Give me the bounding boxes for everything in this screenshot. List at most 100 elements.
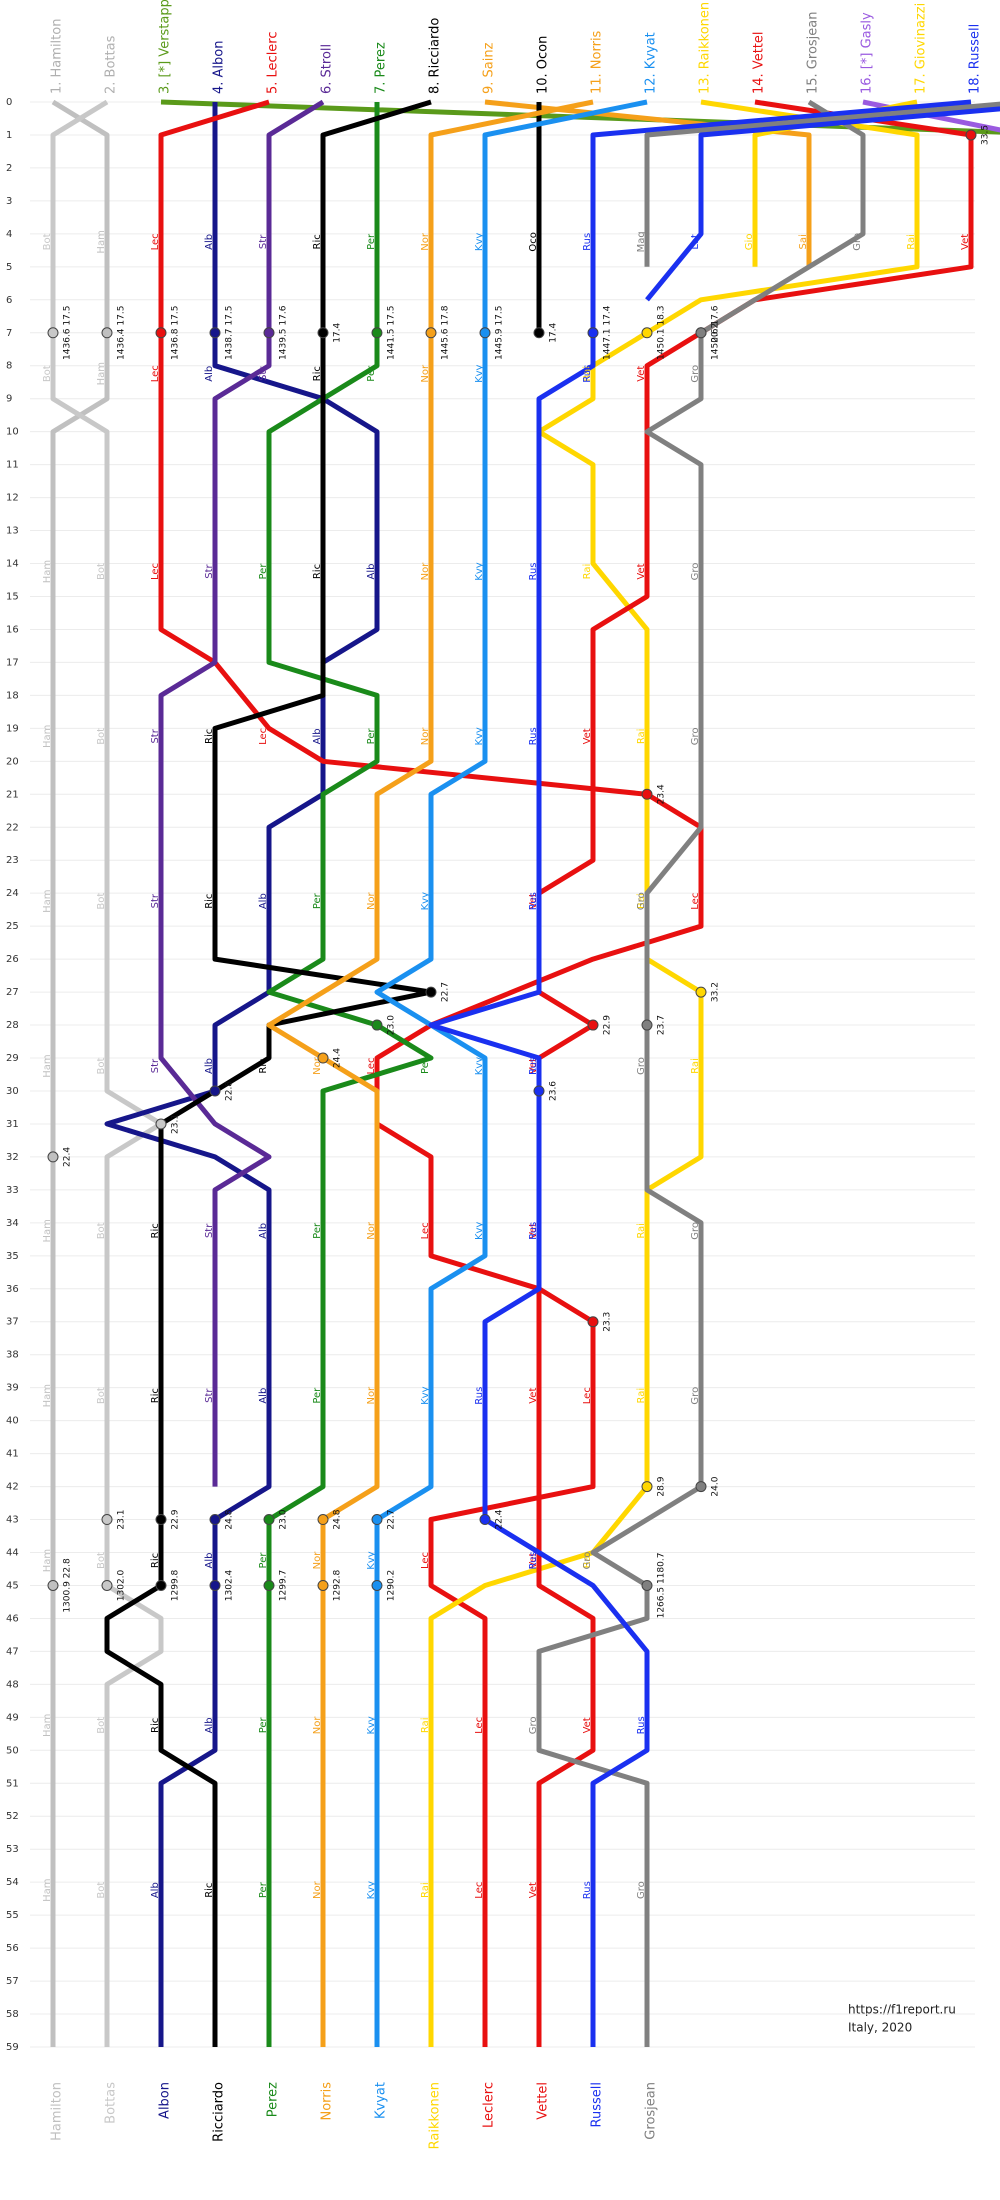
driver-abbr: Lec — [150, 563, 161, 580]
lap-label: 50 — [6, 1745, 19, 1756]
lap-label: 4 — [6, 229, 12, 240]
driver-abbr: Lec — [150, 233, 161, 250]
lap-label: 42 — [6, 1482, 19, 1493]
pit-label: 22.4 — [495, 1509, 505, 1529]
driver-header: 10. Ocon — [536, 36, 551, 94]
pit-label: 24.4 — [333, 1048, 343, 1068]
driver-abbr: Ham — [42, 889, 53, 912]
pit-label: 24.8 — [333, 1509, 343, 1529]
driver-abbr: Ric — [312, 564, 323, 579]
driver-abbr: Ham — [42, 560, 53, 583]
driver-abbr: Nor — [366, 891, 377, 910]
driver-abbr: Ham — [42, 725, 53, 748]
driver-abbr: Kvy — [474, 562, 485, 580]
pit-stop — [209, 1579, 221, 1591]
driver-abbr: Vet — [528, 1058, 539, 1074]
driver-line — [428, 99, 920, 2047]
driver-abbr: Lec — [474, 1882, 485, 1899]
driver-abbr: Vet — [528, 1388, 539, 1404]
lap-label: 18 — [6, 690, 19, 701]
pit-stop — [425, 986, 437, 998]
pit-label: 1445.9 17.5 — [495, 306, 505, 360]
pit-label: 1441.5 17.5 — [387, 306, 397, 360]
driver-abbr: Alb — [258, 1388, 269, 1404]
lap-label: 32 — [6, 1152, 19, 1163]
pit-label: 1439.5 17.6 — [279, 305, 289, 360]
driver-abbr: Ham — [96, 362, 107, 385]
finish-name: Norris — [320, 2082, 335, 2121]
driver-abbr: Rai — [906, 234, 917, 250]
driver-line — [266, 102, 434, 2047]
driver-abbr: Str — [204, 1223, 215, 1238]
lap-label: 11 — [6, 460, 19, 471]
lap-label: 33 — [6, 1185, 19, 1196]
driver-abbr: Alb — [258, 893, 269, 909]
pit-label: 28.9 — [657, 1476, 667, 1496]
driver-abbr: Rai — [582, 1553, 593, 1569]
pit-label: 1445.6 17.8 — [441, 305, 451, 360]
pit-stop — [101, 1514, 113, 1526]
pit-stop — [155, 1118, 167, 1130]
driver-abbr: Gro — [690, 1387, 701, 1405]
lap-label: 7 — [6, 328, 12, 339]
driver-abbr: Kvy — [420, 1386, 431, 1404]
pit-label: 1302.0 — [117, 1569, 127, 1601]
finish-name: Perez — [266, 2082, 281, 2117]
driver-abbr: Bot — [96, 1387, 107, 1404]
finish-name: Ricciardo — [212, 2082, 227, 2142]
driver-abbr: Bot — [96, 893, 107, 910]
driver-abbr: Str — [150, 893, 161, 908]
pit-stop — [263, 327, 275, 339]
lap-label: 58 — [6, 2009, 19, 2020]
driver-abbr: Gro — [690, 365, 701, 383]
driver-abbr: Rus — [528, 1057, 539, 1075]
driver-abbr: Gro — [636, 1057, 647, 1075]
pit-stop — [587, 327, 599, 339]
pit-label: 1450.6 17.6 — [711, 305, 721, 360]
driver-abbr: Nor — [420, 727, 431, 746]
driver-abbr: Bot — [96, 728, 107, 745]
driver-abbr: Rai — [636, 1223, 647, 1239]
lap-label: 44 — [6, 1548, 19, 1559]
driver-header: 8. Ricciardo — [428, 18, 443, 94]
driver-header: 11. Norris — [590, 30, 605, 94]
lap-label: 41 — [6, 1449, 19, 1460]
pit-stop — [317, 327, 329, 339]
finish-name: Raikkonen — [428, 2082, 443, 2149]
driver-abbr: Ric — [258, 1058, 269, 1073]
driver-header: 3. [*] Verstappen — [158, 0, 173, 94]
pit-label: 1299.8 — [171, 1569, 181, 1601]
lap-label: 19 — [6, 723, 19, 734]
driver-abbr: Rus — [528, 1551, 539, 1569]
pit-label: 1450.1 18.3 — [657, 306, 667, 360]
driver-abbr: Alb — [204, 1553, 215, 1569]
pit-stop — [371, 1514, 383, 1526]
lap-label: 52 — [6, 1811, 19, 1822]
driver-abbr: Rai — [636, 893, 647, 909]
driver-abbr: Lec — [420, 1552, 431, 1569]
source: https://f1report.ru — [848, 2003, 956, 2017]
lap-label: 8 — [6, 361, 12, 372]
driver-abbr: Gro — [690, 563, 701, 581]
driver-line — [374, 99, 648, 2047]
pit-label: 24.8 — [225, 1509, 235, 1529]
driver-abbr: Lec — [258, 728, 269, 745]
finish-name: Kvyat — [374, 2082, 389, 2119]
pit-label: 23.7 — [657, 1015, 667, 1035]
driver-abbr: Ric — [150, 1553, 161, 1568]
driver-abbr: Vet — [528, 1882, 539, 1898]
driver-abbr: Lec — [366, 1057, 377, 1074]
pit-stop — [425, 327, 437, 339]
driver-abbr: Per — [312, 1387, 323, 1404]
pit-label: 1447.1 17.4 — [603, 305, 613, 360]
driver-abbr: Vet — [528, 893, 539, 909]
lap-label: 2 — [6, 163, 12, 174]
pit-label: 1299.7 — [279, 1570, 289, 1602]
lap-label: 48 — [6, 1679, 19, 1690]
driver-abbr: Kvy — [366, 1881, 377, 1899]
layer: 0123456789101112131415161718192021222324… — [6, 97, 975, 2053]
driver-abbr: Bot — [42, 365, 53, 382]
driver-abbr: Nor — [312, 1551, 323, 1570]
driver-abbr: Sai — [798, 234, 809, 249]
driver-abbr: Rai — [636, 729, 647, 745]
